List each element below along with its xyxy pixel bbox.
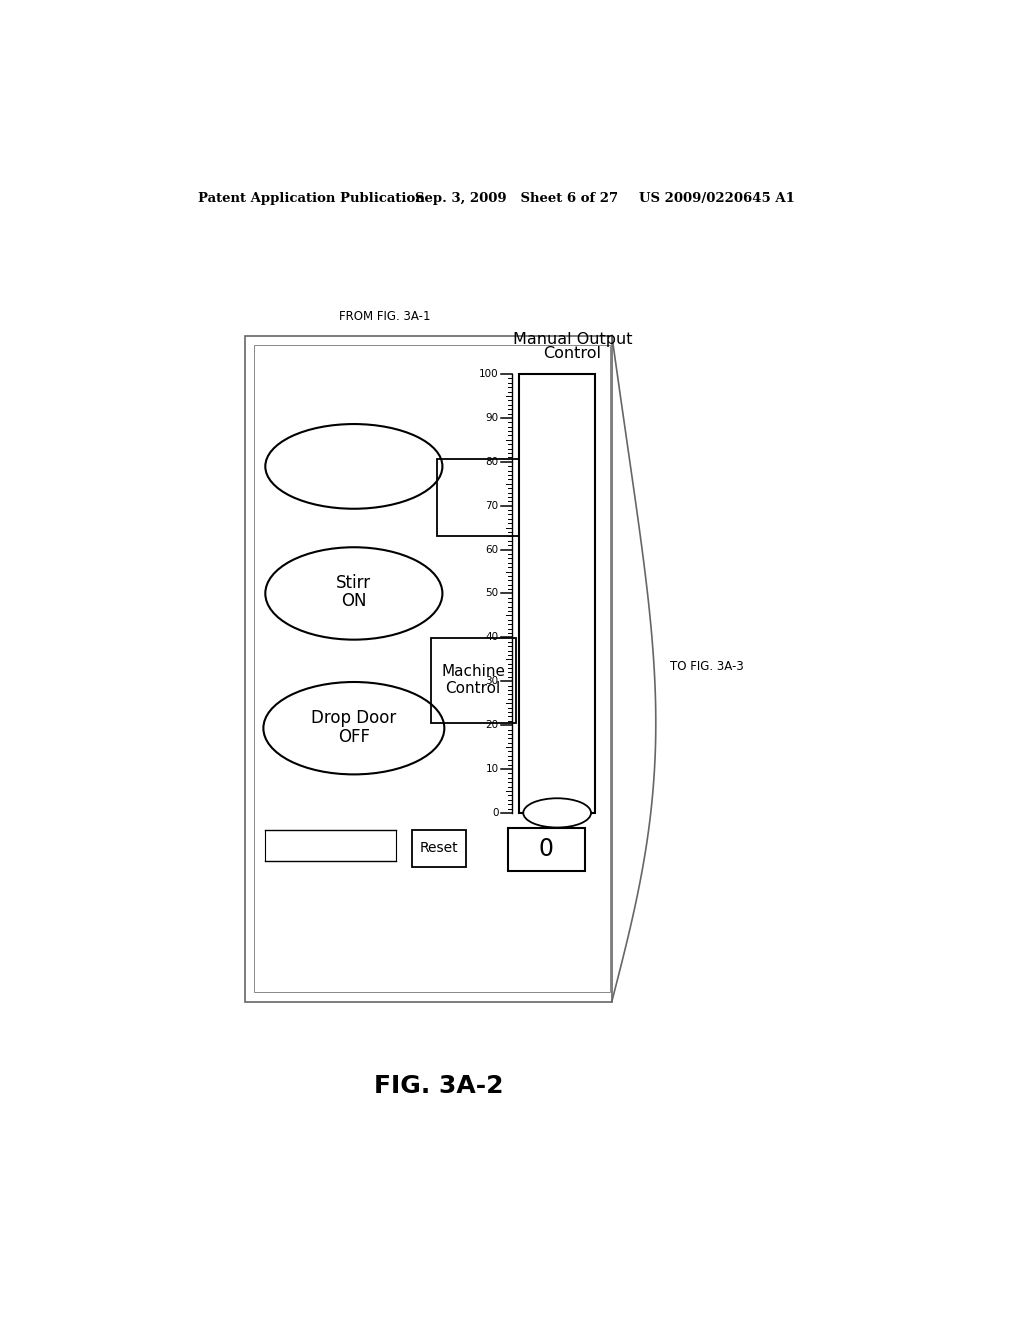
Bar [437, 459, 521, 536]
Text: US 2009/0220645 A1: US 2009/0220645 A1 [639, 191, 795, 205]
Text: Reset: Reset [419, 841, 458, 855]
Bar [519, 374, 595, 813]
Text: Stirr: Stirr [336, 574, 372, 591]
Text: Patent Application Publication: Patent Application Publication [199, 191, 425, 205]
Text: Machine: Machine [441, 664, 505, 678]
Text: FIG. 3A-2: FIG. 3A-2 [374, 1074, 504, 1098]
Text: 10: 10 [485, 764, 499, 774]
Text: Control: Control [445, 681, 501, 696]
Text: FROM FIG. 3A-1: FROM FIG. 3A-1 [339, 310, 430, 323]
Bar [431, 638, 515, 723]
Text: Drop Door: Drop Door [311, 709, 396, 727]
Text: OFF: OFF [338, 727, 370, 746]
Text: 70: 70 [485, 500, 499, 511]
Text: TO FIG. 3A-3: TO FIG. 3A-3 [670, 660, 743, 673]
Text: Control: Control [544, 346, 601, 360]
Text: 0: 0 [539, 837, 554, 862]
Bar [508, 829, 585, 871]
Text: 100: 100 [479, 370, 499, 379]
Text: 20: 20 [485, 721, 499, 730]
Text: Manual Output: Manual Output [513, 331, 632, 347]
Text: 50: 50 [485, 589, 499, 598]
Bar [412, 830, 466, 867]
Text: 0: 0 [493, 808, 499, 818]
Text: 30: 30 [485, 676, 499, 686]
Text: 80: 80 [485, 457, 499, 467]
Ellipse shape [523, 799, 591, 828]
Text: Sep. 3, 2009   Sheet 6 of 27: Sep. 3, 2009 Sheet 6 of 27 [416, 191, 618, 205]
Text: 90: 90 [485, 413, 499, 422]
Text: 60: 60 [485, 545, 499, 554]
Text: 40: 40 [485, 632, 499, 643]
Text: ON: ON [341, 593, 367, 610]
